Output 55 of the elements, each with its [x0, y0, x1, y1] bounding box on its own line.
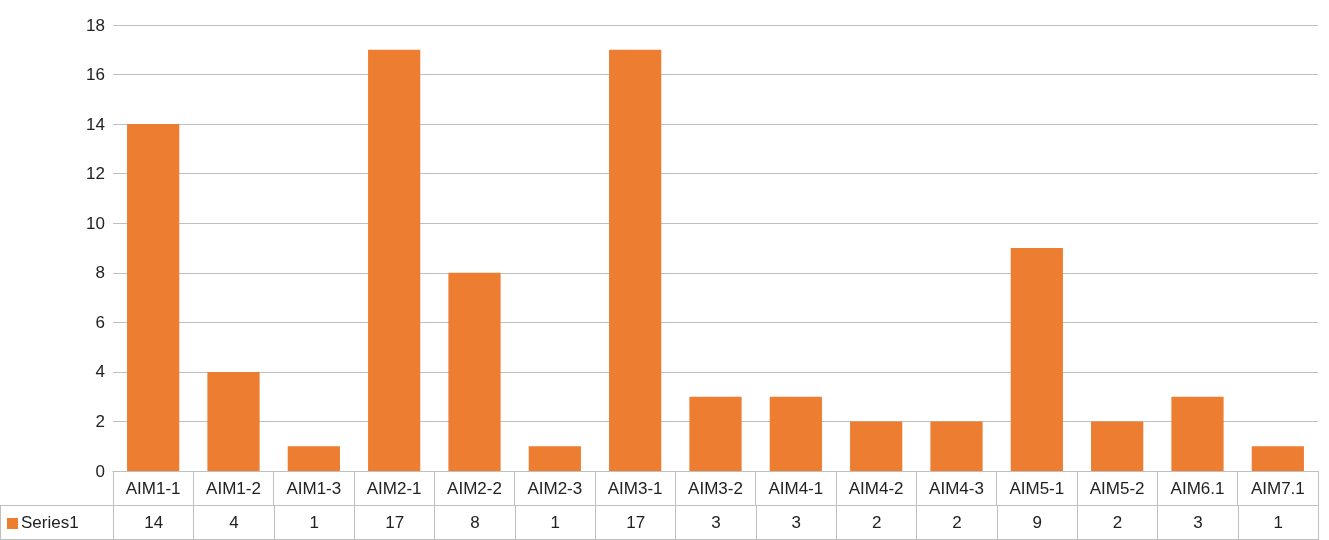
bar [850, 421, 903, 471]
x-tick-label: AIM5-2 [1089, 479, 1145, 498]
y-tick-label: 8 [95, 263, 105, 283]
data-label: 3 [756, 505, 837, 540]
y-tick-label: 4 [95, 362, 105, 382]
bar [1171, 396, 1224, 471]
bar [528, 446, 581, 471]
legend-label: Series1 [0, 505, 114, 540]
x-tick-label: AIM1-2 [206, 479, 261, 498]
y-tick-label: 12 [86, 164, 105, 184]
x-tick-label: AIM1-3 [286, 479, 342, 498]
y-tick-label: 18 [86, 15, 105, 35]
x-tick-label: AIM2-3 [527, 479, 583, 498]
bar [609, 49, 662, 471]
data-label: 1 [274, 505, 355, 540]
bar [368, 49, 421, 471]
x-tick-label: AIM7.1 [1250, 479, 1305, 498]
bar [127, 124, 180, 471]
y-tick-label: 14 [86, 114, 105, 134]
data-label: 1 [515, 505, 596, 540]
bar [1251, 446, 1304, 471]
x-tick-label: AIM3-1 [607, 479, 663, 498]
data-label: 17 [354, 505, 435, 540]
data-label: 17 [595, 505, 676, 540]
bar [689, 396, 742, 471]
x-tick-label: AIM6.1 [1170, 479, 1225, 498]
data-label: 3 [675, 505, 757, 540]
data-label: 9 [997, 505, 1078, 540]
data-label: 2 [916, 505, 998, 540]
x-tick-label: AIM1-1 [125, 479, 181, 498]
data-label: 2 [1077, 505, 1158, 540]
x-tick-label: AIM4-1 [768, 479, 824, 498]
data-label: 4 [193, 505, 275, 540]
y-tick-label: 2 [95, 411, 105, 431]
bar [287, 446, 340, 471]
data-label: 3 [1157, 505, 1239, 540]
data-label: 8 [434, 505, 516, 540]
bar [769, 396, 822, 471]
x-tick-label: AIM3-2 [688, 479, 743, 498]
x-tick-label: AIM2-1 [366, 479, 422, 498]
bar [207, 371, 260, 471]
bar [930, 421, 983, 471]
y-tick-label: 0 [95, 461, 105, 481]
data-label: 1 [1238, 505, 1319, 540]
y-tick-label: 10 [86, 213, 105, 233]
x-tick-label: AIM5-1 [1009, 479, 1065, 498]
bar [1091, 421, 1144, 471]
x-tick-label: AIM4-3 [929, 479, 984, 498]
x-tick-label: AIM4-2 [848, 479, 904, 498]
y-tick-label: 16 [86, 65, 105, 85]
bar [448, 272, 501, 471]
y-tick-label: 6 [95, 312, 105, 332]
data-label: 2 [836, 505, 917, 540]
bar [1010, 248, 1063, 471]
x-tick-label: AIM2-2 [447, 479, 502, 498]
